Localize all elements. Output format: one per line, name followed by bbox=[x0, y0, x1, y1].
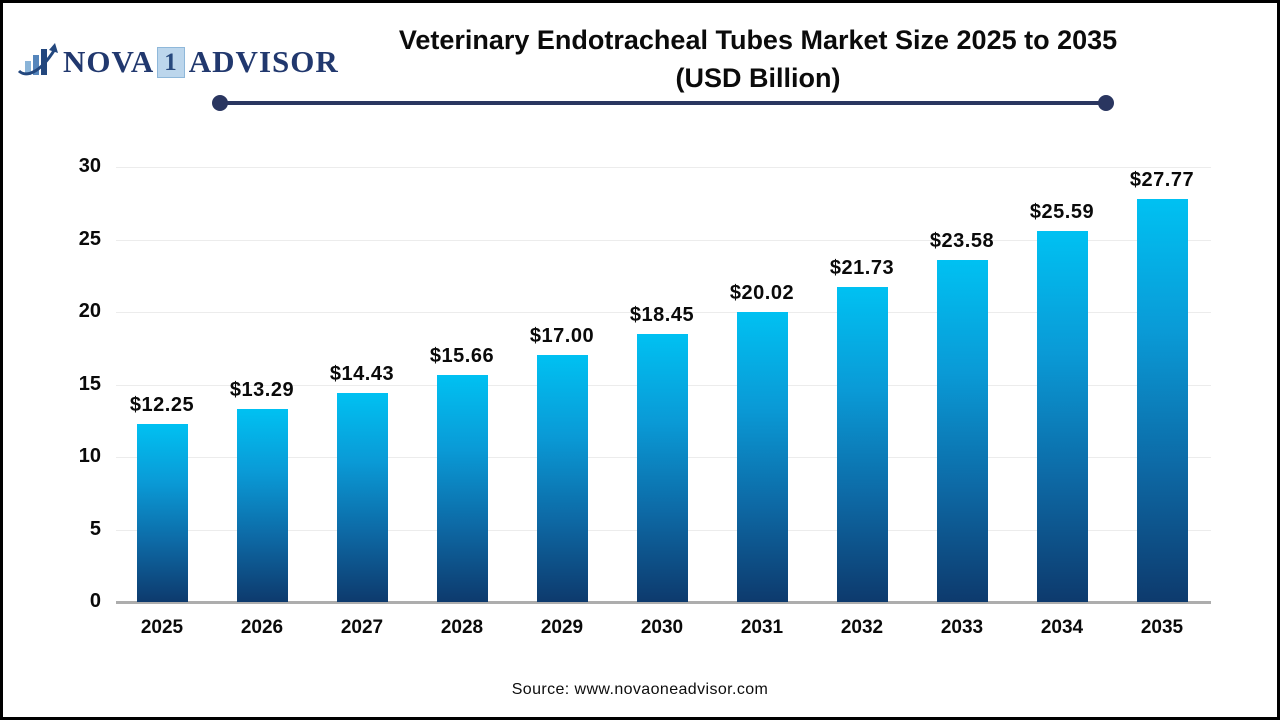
bar-value-label-2034: $25.59 bbox=[1029, 201, 1095, 223]
source-text: Source: www.novaoneadvisor.com bbox=[511, 681, 769, 698]
x-tick-label-2033: 2033 bbox=[940, 617, 984, 638]
x-tick-label-2032: 2032 bbox=[840, 617, 884, 638]
bar-value-label-2033: $23.58 bbox=[929, 230, 995, 252]
bar-value-label-2029: $17.00 bbox=[529, 325, 595, 347]
logo-text-advisor: ADVISOR bbox=[188, 44, 339, 79]
chart-title: Veterinary Endotracheal Tubes Market Siz… bbox=[303, 21, 1213, 97]
bar-2028 bbox=[437, 375, 488, 602]
gridline-25 bbox=[116, 239, 1211, 241]
chart-title-line2: (USD Billion) bbox=[675, 63, 841, 93]
bar-2035 bbox=[1137, 199, 1188, 602]
y-tick-label-25: 25 bbox=[78, 227, 101, 250]
title-underline-rule bbox=[212, 95, 1114, 111]
x-tick-label-2031: 2031 bbox=[740, 617, 784, 638]
gridline-0 bbox=[116, 601, 1211, 604]
x-tick-label-2029: 2029 bbox=[540, 617, 584, 638]
y-tick-label-0: 0 bbox=[89, 590, 101, 612]
bar-value-label-2032: $21.73 bbox=[829, 257, 895, 279]
rule-line bbox=[220, 101, 1106, 105]
bar-chart: 0 5 10 15 20 25 30 $12.25 $13.29 $14.43 $15.66 $17… bbox=[3, 3, 1277, 717]
x-tick-label-2027: 2027 bbox=[340, 617, 384, 638]
logo-text-nova: NOVA bbox=[63, 44, 155, 79]
bar-2033 bbox=[937, 260, 988, 602]
y-tick-label-15: 15 bbox=[78, 372, 101, 395]
bar-2032 bbox=[837, 287, 888, 602]
gridline-20 bbox=[116, 312, 1211, 313]
x-tick-label-2035: 2035 bbox=[1140, 617, 1184, 638]
x-tick-label-2028: 2028 bbox=[440, 617, 484, 638]
bar-value-label-2035: $27.77 bbox=[1129, 169, 1195, 191]
bar-2027 bbox=[337, 393, 388, 602]
rule-right-dot bbox=[1098, 95, 1114, 111]
brand-logo: NOVA 1 ADVISOR bbox=[17, 41, 339, 83]
y-tick-label-20: 20 bbox=[78, 300, 101, 322]
chart-title-line1: Veterinary Endotracheal Tubes Market Siz… bbox=[398, 25, 1118, 55]
x-tick-label-2030: 2030 bbox=[640, 617, 684, 638]
bar-2026 bbox=[237, 409, 288, 602]
bar-value-label-2031: $20.02 bbox=[729, 282, 795, 304]
logo-bar-growth-icon bbox=[17, 43, 58, 76]
bar-value-label-2025: $12.25 bbox=[129, 394, 195, 416]
bar-value-label-2028: $15.66 bbox=[429, 345, 495, 367]
bar-2034 bbox=[1037, 231, 1088, 602]
y-tick-label-5: 5 bbox=[89, 517, 101, 540]
bar-2025 bbox=[137, 424, 188, 602]
y-tick-label-30: 30 bbox=[78, 155, 101, 177]
gridline-30 bbox=[116, 167, 1211, 168]
bar-value-label-2027: $14.43 bbox=[329, 363, 395, 385]
bar-value-label-2026: $13.29 bbox=[229, 379, 295, 401]
rule-left-dot bbox=[212, 95, 228, 111]
x-tick-label-2026: 2026 bbox=[240, 617, 284, 638]
x-tick-label-2025: 2025 bbox=[140, 617, 184, 638]
y-tick-label-10: 10 bbox=[78, 445, 101, 467]
bar-2029 bbox=[537, 355, 588, 602]
x-tick-label-2034: 2034 bbox=[1040, 617, 1084, 638]
bar-2030 bbox=[637, 334, 688, 602]
logo-one-badge: 1 bbox=[157, 46, 185, 78]
bar-2031 bbox=[737, 312, 788, 602]
bar-value-label-2030: $18.45 bbox=[629, 304, 695, 326]
